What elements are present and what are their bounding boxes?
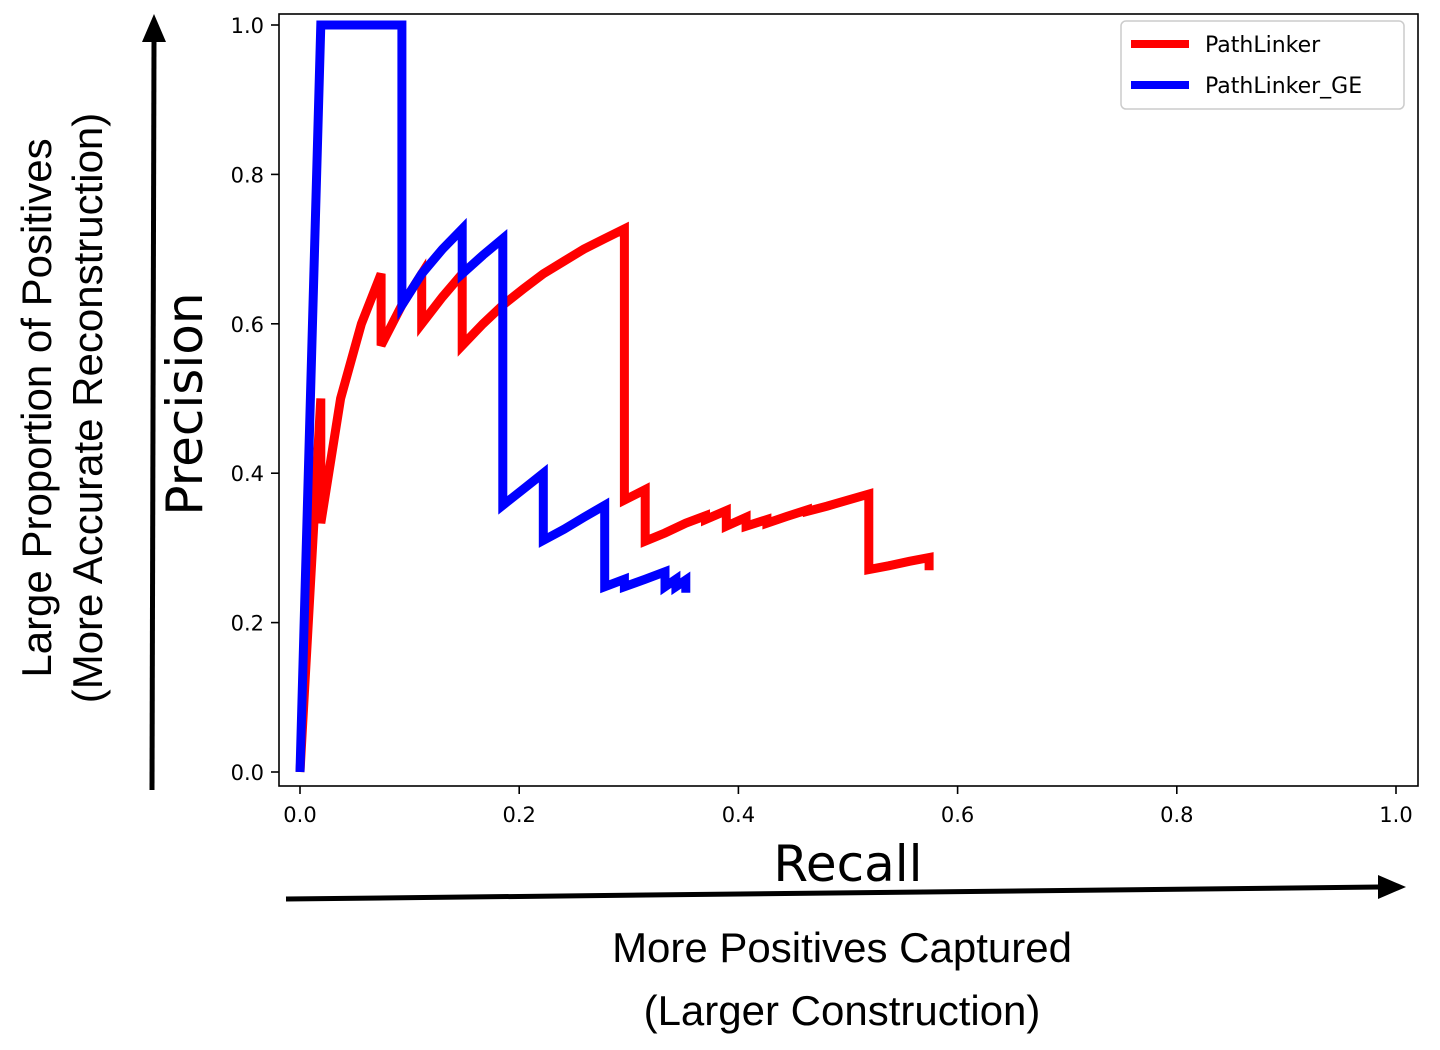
y-tick-label-4: 0.8 — [231, 163, 264, 187]
y-tick-label-5: 1.0 — [231, 14, 264, 38]
y-tick-label-3: 0.6 — [231, 313, 264, 337]
x-axis-ticks: 0.0 0.2 0.4 0.6 0.8 1.0 — [283, 786, 1413, 827]
series-lines — [295, 20, 934, 773]
legend-box — [1120, 20, 1405, 110]
x-annotation-line1: More Positives Captured — [612, 924, 1072, 971]
y-tick-label-1: 0.2 — [231, 612, 264, 636]
x-axis-label: Recall — [773, 835, 922, 893]
y-tick-label-0: 0.0 — [231, 761, 264, 785]
y-annotation-line2: (More Accurate Reconstruction) — [64, 113, 111, 704]
y-axis-ticks: 0.0 0.2 0.4 0.6 0.8 1.0 — [231, 14, 279, 785]
x-tick-label-5: 1.0 — [1379, 803, 1412, 827]
x-tick-label-4: 0.8 — [1160, 803, 1193, 827]
x-tick-label-2: 0.4 — [722, 803, 755, 827]
y-arrow-shaft — [149, 39, 157, 791]
legend-label-pathlinker-ge: PathLinker_GE — [1205, 74, 1362, 99]
series-line-pathlinker — [295, 221, 934, 773]
x-tick-label-1: 0.2 — [502, 803, 535, 827]
series-line-pathlinker-ge — [295, 20, 691, 773]
y-annotation-line1: Large Proportion of Positives — [13, 138, 60, 677]
x-arrow-shaft — [285, 884, 1381, 902]
x-annotation-line2: (Larger Construction) — [644, 987, 1041, 1034]
legend-label-pathlinker: PathLinker — [1205, 33, 1321, 58]
x-tick-label-3: 0.6 — [941, 803, 974, 827]
y-axis-label: Precision — [156, 292, 214, 515]
y-tick-label-2: 0.4 — [231, 462, 264, 486]
x-arrow-head — [1378, 875, 1406, 899]
y-arrow-head — [142, 14, 166, 42]
x-tick-label-0: 0.0 — [283, 803, 316, 827]
plot-frame — [278, 13, 1419, 787]
legend: PathLinker PathLinker_GE — [1120, 20, 1405, 110]
